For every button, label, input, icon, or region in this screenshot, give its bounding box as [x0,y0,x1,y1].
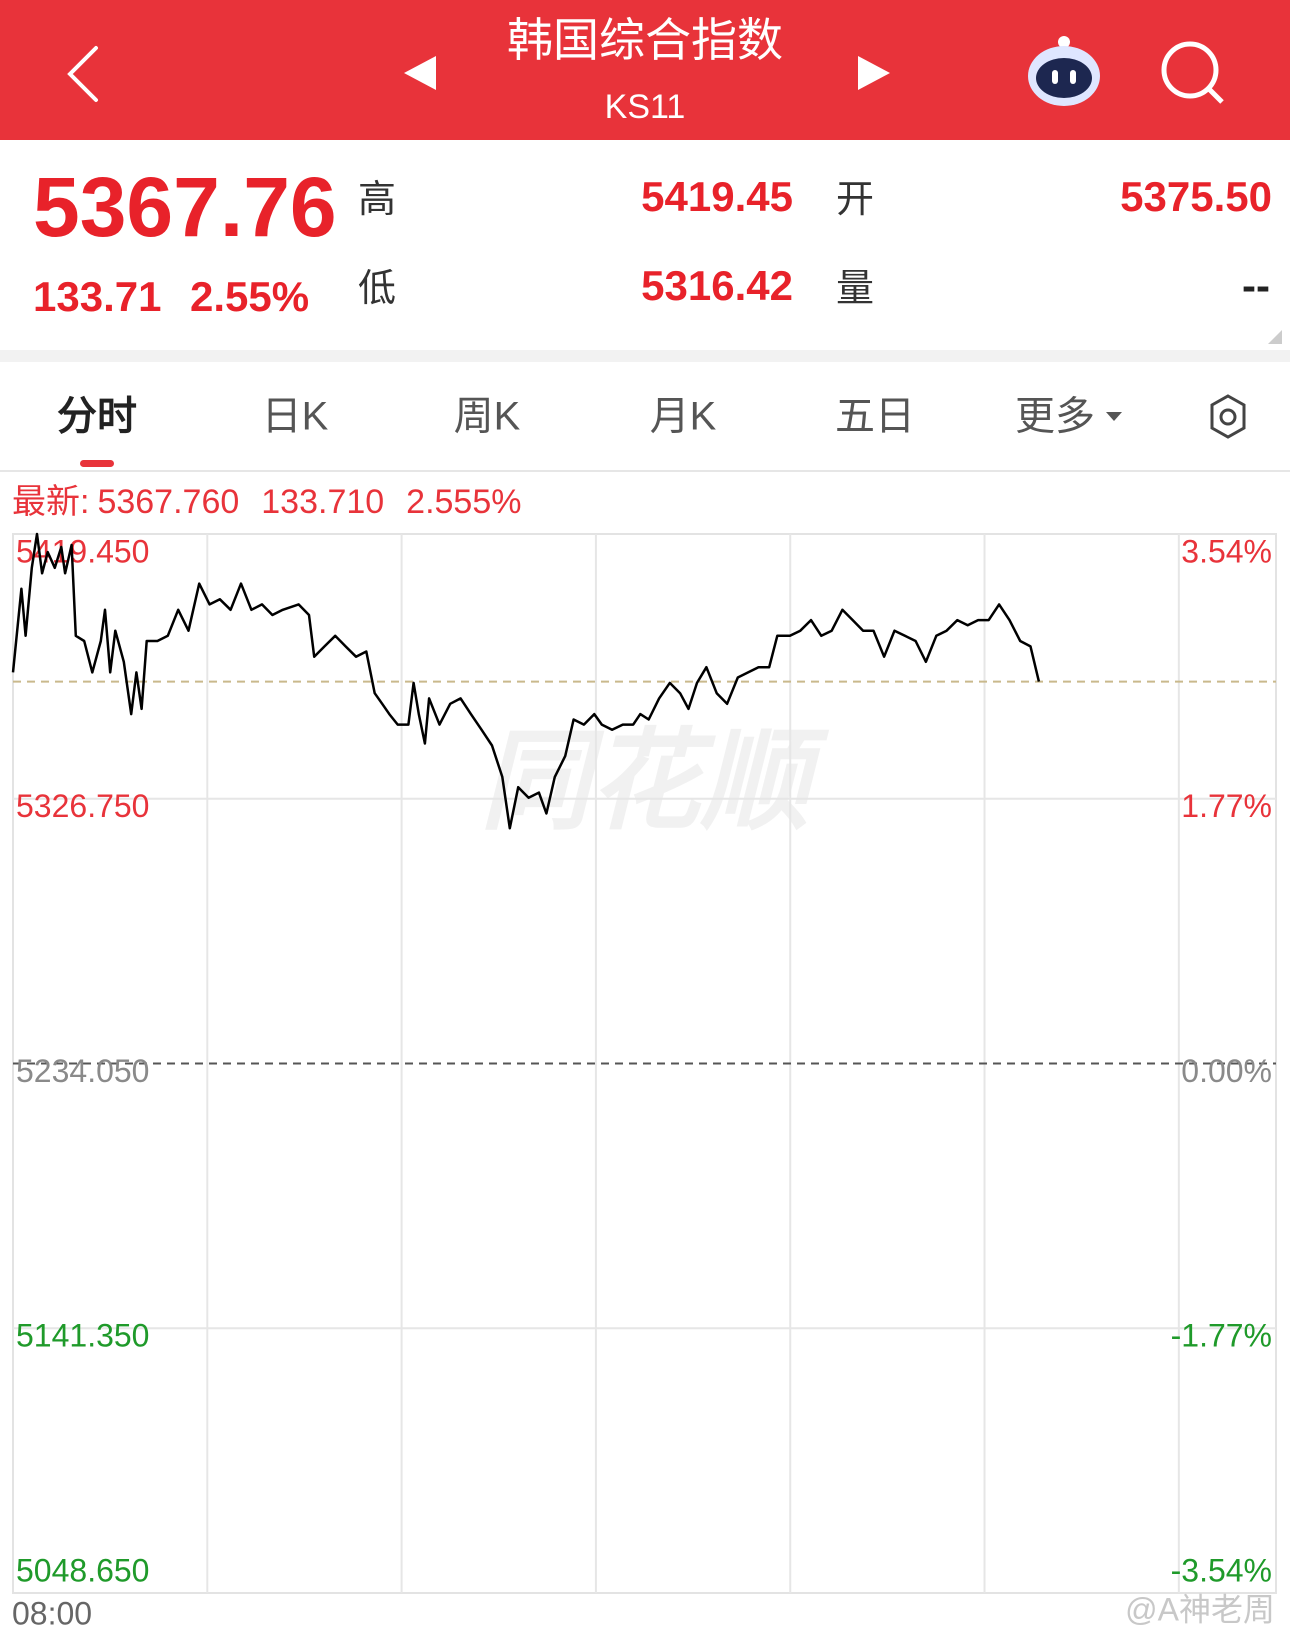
last-price: 5367.76 [33,160,337,254]
open-label: 开 [836,179,874,221]
high-label: 高 [358,179,396,221]
robot-button[interactable] [1028,36,1100,106]
latest-price: 5367.760 [97,483,239,521]
header-code: KS11 [605,88,686,126]
y-tick-label: 5234.050 [16,1053,149,1089]
open-value: 5375.50 [1120,173,1272,220]
separator [0,350,1290,362]
more-caret [1106,412,1122,421]
expand-corner[interactable] [1268,330,1282,344]
settings-icon-dot [1219,408,1237,426]
header-title: 韩国综合指数 [507,14,783,66]
latest-change-pct: 2.555% [406,483,521,521]
next-button[interactable] [858,56,890,90]
tab[interactable]: 更多 [1015,395,1095,439]
y-tick-label: 5048.650 [16,1552,149,1588]
back-button[interactable] [67,46,98,102]
price-curve [11,532,1041,830]
low-value: 5316.42 [641,262,793,309]
watermark-user: @A神老周 [1125,1591,1275,1627]
watermark-logo: 同花顺 [480,720,830,843]
y2-tick-label: -3.54% [1171,1552,1272,1588]
settings-button[interactable] [1210,394,1246,439]
search-button[interactable] [1161,41,1224,104]
low-label: 低 [358,268,396,310]
x-tick-label: 08:00 [12,1595,92,1631]
tab-underline [80,460,114,467]
tab[interactable]: 日K [262,395,329,439]
tab[interactable]: 周K [454,395,521,439]
latest-line: 最新: 5367.760 133.710 2.555% [12,483,522,521]
y2-tick-label: 1.77% [1181,788,1272,824]
high-value: 5419.45 [641,173,793,220]
change-pct: 2.55% [190,273,309,320]
prev-button[interactable] [404,56,436,90]
tab-bar: 分时 日K 周K 月K 五日 更多 [57,395,1122,439]
latest-change: 133.710 [261,483,384,521]
tab[interactable]: 分时 [57,395,137,439]
tab[interactable]: 月K [650,395,717,439]
y2-tick-label: 0.00% [1181,1053,1272,1089]
y-tick-label: 5141.350 [16,1318,149,1354]
volume-label: 量 [836,268,874,310]
tab[interactable]: 五日 [835,395,915,439]
y-tick-label: 5326.750 [16,788,149,824]
chart: 5419.4505326.7505234.0505141.3505048.650… [11,532,1277,1631]
y2-tick-label: 3.54% [1181,533,1272,569]
y2-tick-label: -1.77% [1171,1318,1272,1354]
latest-label: 最新: [12,483,89,521]
volume-value: -- [1242,262,1270,309]
change: 133.71 [33,273,161,320]
